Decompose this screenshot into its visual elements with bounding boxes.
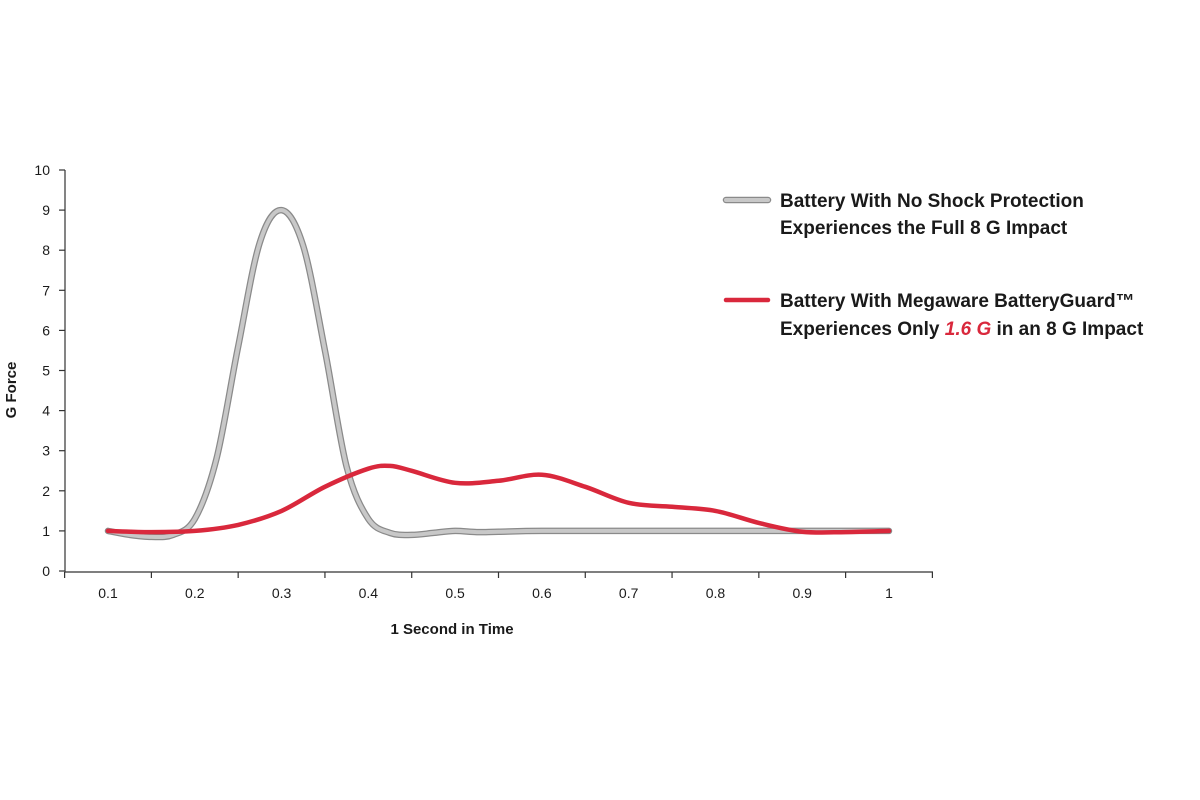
series-lines bbox=[104, 206, 893, 541]
y-tick-label: 1 bbox=[42, 523, 50, 539]
axes: 0 1 2 3 4 5 6 7 8 9 10 0.1 0.2 0.3 0.4 0.5 0.6 0.7 0.8 0.9 1 bbox=[34, 162, 933, 601]
y-tick-label: 6 bbox=[42, 322, 50, 338]
y-axis-title: G Force bbox=[3, 362, 20, 419]
y-tick-label: 2 bbox=[42, 483, 50, 499]
x-tick-label: 0.5 bbox=[445, 585, 465, 601]
series-line-no-protection bbox=[106, 208, 891, 540]
y-tick-label: 7 bbox=[42, 282, 50, 298]
legend-highlight-value: 1.6 G bbox=[945, 319, 992, 340]
legend-text-tail: in an 8 G Impact bbox=[991, 319, 1144, 340]
x-tick-label: 1 bbox=[885, 585, 893, 601]
y-tick-label: 5 bbox=[42, 363, 50, 379]
x-axis-title: 1 Second in Time bbox=[390, 621, 513, 638]
legend: Battery With No Shock Protection Experien… bbox=[722, 191, 1144, 340]
series-line-no-protection-outline bbox=[104, 206, 893, 541]
x-tick-label: 0.2 bbox=[185, 585, 205, 601]
x-tick-label: 0.8 bbox=[706, 585, 726, 601]
x-tick-label: 0.9 bbox=[792, 585, 812, 601]
x-tick-label: 0.3 bbox=[272, 585, 292, 601]
y-tick-label: 8 bbox=[42, 242, 50, 258]
y-tick-label: 9 bbox=[42, 202, 50, 218]
y-tick-label: 10 bbox=[34, 162, 50, 178]
legend-label-batteryguard-line: Battery With Megaware BatteryGuard™ bbox=[780, 291, 1135, 312]
x-tick-label: 0.6 bbox=[532, 585, 552, 601]
series-line-batteryguard bbox=[105, 463, 892, 535]
y-tick-label: 4 bbox=[42, 403, 50, 419]
legend-label-no-protection-line: Battery With No Shock Protection bbox=[780, 191, 1084, 212]
y-tick-label: 3 bbox=[42, 443, 50, 459]
legend-label-no-protection-line: Experiences the Full 8 G Impact bbox=[780, 218, 1068, 239]
x-tick-label: 0.1 bbox=[98, 585, 118, 601]
legend-text-part: Experiences Only bbox=[780, 319, 945, 340]
legend-label-batteryguard-line2: Experiences Only 1.6 G in an 8 G Impact bbox=[780, 319, 1144, 340]
x-tick-label: 0.4 bbox=[359, 585, 379, 601]
x-tick-label: 0.7 bbox=[619, 585, 639, 601]
y-tick-label: 0 bbox=[42, 563, 50, 579]
